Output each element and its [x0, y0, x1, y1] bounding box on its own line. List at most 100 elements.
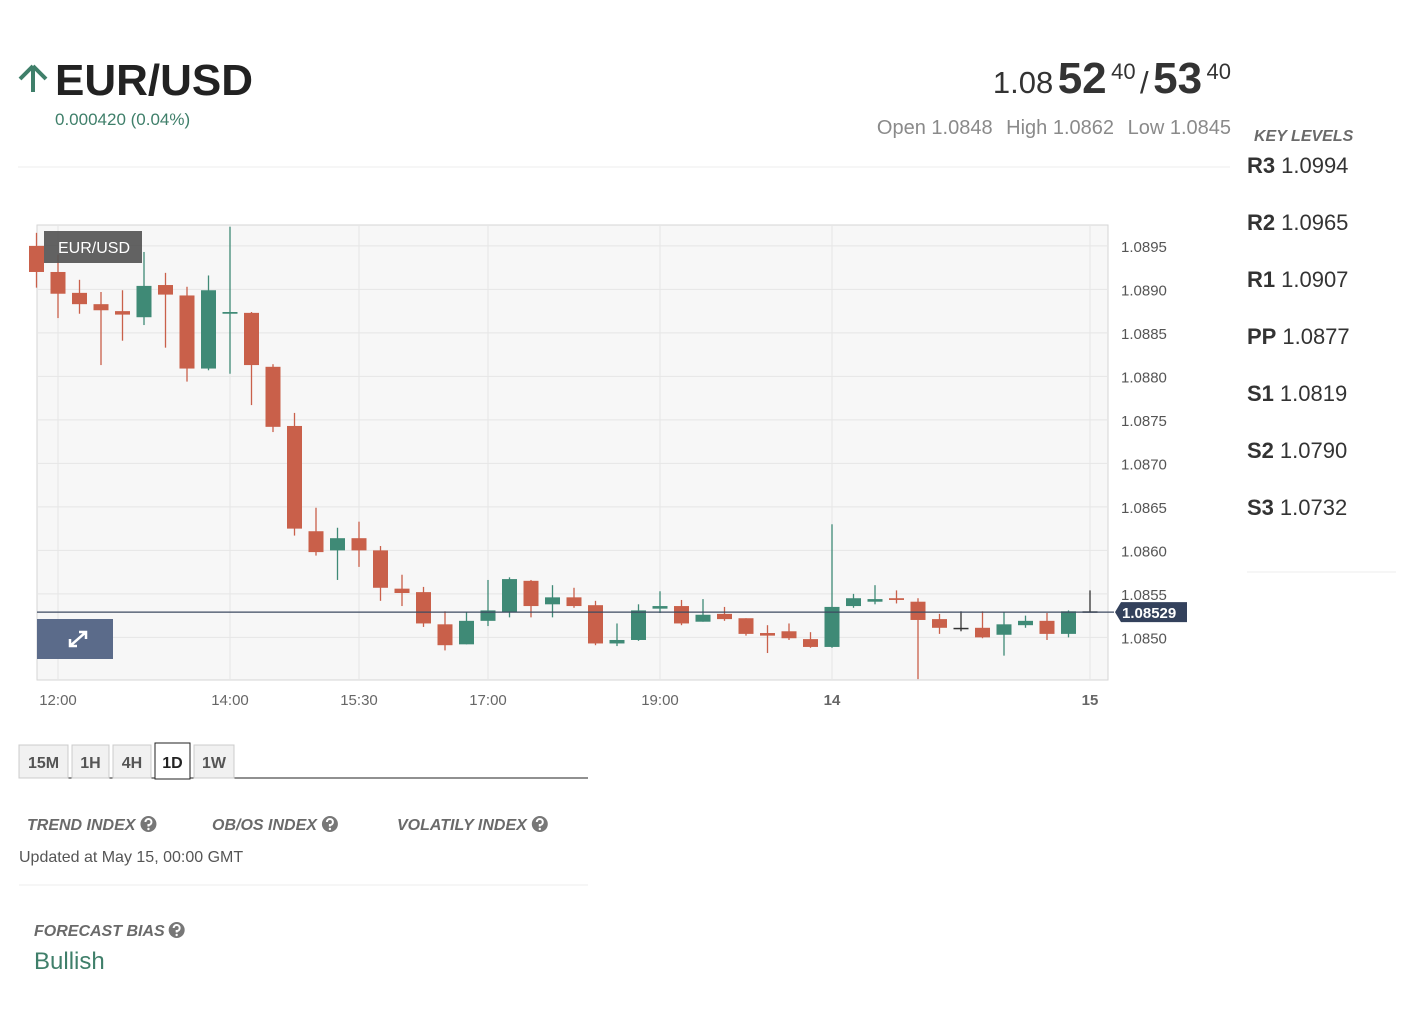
- candle-body: [738, 618, 754, 634]
- x-tick-label: 15:30: [340, 692, 378, 709]
- ask-big: 53: [1153, 54, 1202, 103]
- change: 0.000420 (0.04%): [55, 110, 190, 129]
- key-level: R2 1.0965: [1247, 210, 1348, 235]
- x-tick-label: 17:00: [469, 692, 507, 709]
- y-tick-label: 1.0885: [1121, 326, 1167, 343]
- level-name: R3: [1247, 153, 1275, 178]
- timeframe-tab-label: 15M: [28, 755, 59, 772]
- candle-body: [308, 531, 324, 553]
- candle-body: [72, 292, 87, 305]
- candle-body: [330, 538, 345, 551]
- help-icon-glyph: [535, 818, 544, 827]
- candle-body: [351, 538, 367, 551]
- bid-small: 40: [1111, 59, 1135, 84]
- candle-body: [502, 579, 517, 613]
- candle-body: [201, 290, 216, 369]
- level-name: PP: [1247, 324, 1276, 349]
- chart-legend-box: [44, 231, 142, 263]
- candle-body: [437, 624, 453, 646]
- timeframe-tab[interactable]: [112, 744, 152, 779]
- timeframe-tab-label: 1W: [202, 755, 227, 772]
- candle-body: [781, 631, 797, 639]
- expand-button[interactable]: [37, 619, 113, 659]
- x-tick-label: 14:00: [211, 692, 249, 709]
- timeframe-tab[interactable]: [71, 744, 110, 779]
- candle-body: [1039, 620, 1055, 634]
- open: Open 1.0848: [877, 117, 993, 139]
- candle-body: [674, 606, 689, 624]
- y-tick-label: 1.0895: [1121, 239, 1167, 256]
- candle-body: [265, 366, 281, 427]
- symbol: EUR/USD: [55, 56, 253, 105]
- candle-body: [50, 271, 66, 294]
- level-value: 1.0965: [1281, 210, 1348, 235]
- level-value: 1.0994: [1281, 153, 1348, 178]
- key-level: R1 1.0907: [1247, 267, 1348, 292]
- help-icon-dot: [538, 827, 541, 831]
- level-name: S2: [1247, 438, 1274, 463]
- candle-body: [760, 633, 775, 636]
- help-icon-dot: [328, 827, 332, 831]
- candle-body: [609, 639, 625, 644]
- candle-body: [889, 598, 904, 600]
- y-tick-label: 1.0880: [1121, 369, 1167, 386]
- timeframe-tab-label: 1H: [80, 755, 100, 772]
- updated: Updated at May 15, 00:00 GMT: [19, 849, 243, 866]
- candle-body: [222, 311, 238, 314]
- timeframe-tab[interactable]: [18, 744, 69, 779]
- help-icon-dot: [147, 827, 150, 831]
- candle-body: [996, 624, 1012, 635]
- x-tick-label: 19:00: [641, 692, 679, 709]
- candle-body: [1061, 611, 1076, 634]
- timeframe-tab-label: 1D: [162, 755, 182, 772]
- timeframe-tab-label: 4H: [122, 755, 142, 772]
- help-icon-glyph: [172, 924, 181, 933]
- candle-body: [287, 425, 302, 529]
- candle-body: [631, 610, 646, 640]
- timeframe-tab[interactable]: [154, 742, 191, 780]
- y-tick-label: 1.0855: [1121, 587, 1167, 604]
- separator: /: [1140, 65, 1149, 100]
- candle-body: [545, 597, 560, 605]
- candle-body: [115, 311, 130, 315]
- timeframe-tab[interactable]: [193, 744, 235, 779]
- candle-body: [867, 599, 883, 602]
- level-name: S3: [1247, 495, 1274, 520]
- candle-body: [179, 295, 195, 369]
- candle-body: [932, 619, 947, 628]
- candle-body: [1018, 620, 1033, 626]
- candle-body: [158, 285, 173, 295]
- candle-body: [29, 245, 44, 272]
- level-name: S1: [1247, 381, 1274, 406]
- candle-body: [824, 606, 840, 647]
- y-tick-label: 1.0865: [1121, 500, 1167, 517]
- help-icon-dot: [175, 933, 178, 937]
- bid-prefix: 1.08: [993, 65, 1053, 100]
- x-tick-label: 14: [824, 692, 841, 709]
- level-value: 1.0732: [1280, 495, 1347, 520]
- expand-icon: [68, 630, 88, 648]
- candle-body: [373, 550, 388, 588]
- bid-big: 52: [1058, 54, 1107, 103]
- candle-body: [953, 627, 969, 630]
- ohl: Open 1.0848 High 1.0862 Low 1.0845: [877, 117, 1231, 139]
- key-level: S3 1.0732: [1247, 495, 1347, 520]
- key-level: PP 1.0877: [1247, 324, 1350, 349]
- forecast-label: FORECAST BIAS: [34, 923, 165, 940]
- candle-body: [717, 613, 732, 620]
- candle-body: [695, 614, 711, 622]
- y-tick-label: 1.0875: [1121, 413, 1167, 430]
- y-tick-label: 1.0890: [1121, 282, 1167, 299]
- candle-body: [910, 601, 926, 620]
- index-label: OB/OS INDEX: [212, 817, 318, 834]
- level-value: 1.0877: [1282, 324, 1349, 349]
- key-level: R3 1.0994: [1247, 153, 1348, 178]
- y-tick-label: 1.0850: [1121, 630, 1167, 647]
- x-tick-label: 15: [1082, 692, 1099, 709]
- level-name: R1: [1247, 267, 1275, 292]
- current-price-badge: [1115, 602, 1187, 623]
- candle-body: [846, 598, 861, 607]
- y-tick-label: 1.0870: [1121, 456, 1167, 473]
